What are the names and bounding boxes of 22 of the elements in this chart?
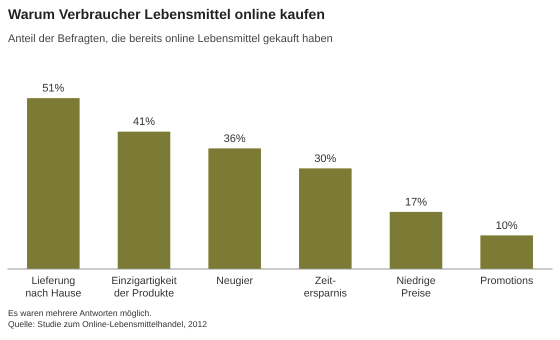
bar	[299, 168, 352, 269]
data-label: 51%	[42, 82, 65, 95]
data-label: 30%	[314, 152, 337, 165]
text: Es waren mehrere Antworten möglich.	[8, 308, 153, 319]
x-tick-label: Zeit- ersparnis	[304, 274, 347, 300]
chart-title: Warum Verbraucher Lebensmittel online kaufen	[8, 6, 325, 22]
bar	[390, 212, 442, 269]
x-tick-label: Einzigartigkeit der Produkte	[111, 274, 177, 300]
x-tick-label: Lieferung nach Hause	[25, 274, 82, 300]
data-label: 17%	[404, 196, 428, 208]
x-tick-label: Promotions	[480, 274, 534, 287]
bar	[480, 235, 533, 269]
data-label: 36%	[224, 132, 246, 145]
x-tick-label: Neugier	[216, 274, 254, 287]
bar	[208, 148, 261, 269]
data-label: 10%	[496, 220, 518, 232]
bar	[27, 98, 80, 269]
data-label: 41%	[132, 116, 156, 128]
source-note: Quelle: Studie zum Online-Lebensmittelhandel, 2012	[8, 319, 207, 330]
chart-subtitle: Anteil der Befragten, die bereits online Lebensmittel gekauft haben	[8, 33, 333, 45]
x-tick-label: Niedrige Preise	[396, 274, 436, 300]
bar	[118, 132, 170, 269]
